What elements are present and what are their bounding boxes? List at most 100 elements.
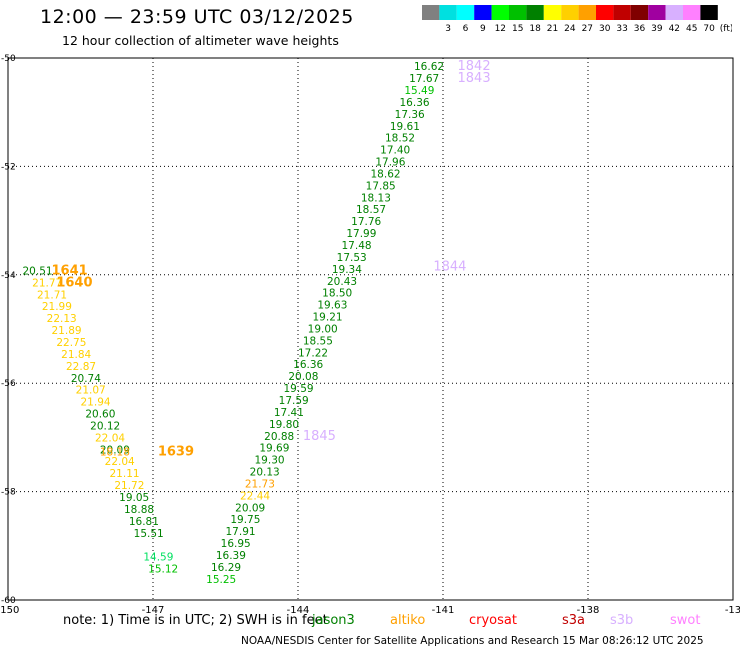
data-label-jason3: 14.59 — [143, 552, 173, 564]
color-scale-label: 27 — [582, 24, 593, 34]
mission-label-s3a: s3a — [562, 613, 586, 628]
x-tick-label: -141 — [432, 605, 455, 616]
data-label-jason3: 17.85 — [366, 180, 396, 192]
data-label-jason3: 21.99 — [42, 301, 72, 313]
data-label-jason3: 17.22 — [298, 347, 328, 359]
color-scale-swatch — [439, 5, 457, 20]
y-tick-label: -58 — [1, 488, 16, 498]
mission-label-cryosat: cryosat — [469, 613, 517, 628]
data-label-jason3: 16.62 — [414, 61, 444, 73]
data-label-jason3: 21.72 — [114, 480, 144, 492]
data-label-jason3: 17.99 — [346, 228, 376, 240]
data-label-jason3: 18.52 — [385, 133, 415, 145]
data-label-jason3: 17.59 — [279, 395, 309, 407]
data-label-jason3: 20.08 — [288, 371, 318, 383]
data-label-jason3: 22.75 — [56, 337, 86, 349]
data-label-jason3: 19.34 — [332, 264, 362, 276]
data-label-altiko: 1640 — [56, 275, 92, 290]
data-label-jason3: 16.81 — [129, 516, 159, 528]
x-tick-label: -150 — [0, 605, 19, 616]
data-label-jason3: 17.76 — [351, 216, 381, 228]
color-scale-label: 6 — [463, 24, 469, 34]
color-scale-swatch — [596, 5, 614, 20]
y-tick-label: -56 — [1, 379, 16, 389]
data-label-jason3: 19.63 — [317, 300, 347, 312]
color-scale-swatch — [491, 5, 509, 20]
color-scale-label: 12 — [495, 24, 506, 34]
color-scale-swatch — [526, 5, 544, 20]
data-label-jason3: 18.57 — [356, 204, 386, 216]
chart-title: 12:00 — 23:59 UTC 03/12/2025 — [40, 6, 354, 28]
data-label-s3b: 1842 — [458, 59, 491, 74]
data-label-jason3: 22.04 — [95, 432, 125, 444]
data-label-jason3: 17.36 — [395, 109, 425, 121]
data-label-jason3: 19.75 — [230, 514, 260, 526]
y-tick-label: -52 — [1, 162, 16, 172]
data-label-jason3: 17.40 — [380, 145, 410, 157]
color-scale-label: 70 — [703, 24, 715, 34]
y-tick-label: -60 — [1, 596, 16, 606]
color-scale-swatch — [700, 5, 718, 20]
data-label-altiko: 18.18 — [100, 446, 130, 458]
color-scale-swatch — [683, 5, 701, 20]
x-tick-label: -138 — [577, 605, 600, 616]
data-label-jason3: 21.11 — [110, 468, 140, 480]
mission-label-altiko: altiko — [390, 613, 426, 628]
data-label-jason3: 17.53 — [337, 252, 367, 264]
data-label-jason3: 20.74 — [71, 373, 101, 385]
x-tick-label: -13 — [725, 605, 740, 616]
data-label-jason3: 16.39 — [216, 550, 246, 562]
color-scale-label: 9 — [480, 24, 486, 34]
data-label-jason3: 18.55 — [303, 335, 333, 347]
data-label-jason3: 18.88 — [124, 504, 154, 516]
data-label-jason3: 15.49 — [404, 85, 434, 97]
color-scale-unit: (ft) — [720, 24, 732, 34]
color-scale-label: 33 — [616, 24, 627, 34]
data-label-s3b: 1844 — [433, 260, 466, 275]
data-label-altiko: 1641 — [52, 263, 88, 278]
data-label-jason3: 22.87 — [66, 361, 96, 373]
data-label-jason3: 15.12 — [148, 564, 178, 576]
data-label-jason3: 19.30 — [255, 455, 285, 467]
data-label-jason3: 20.43 — [327, 276, 357, 288]
data-label-jason3: 21.71 — [37, 289, 67, 301]
data-label-jason3: 21.77 — [32, 277, 62, 289]
data-label-jason3: 19.00 — [308, 323, 338, 335]
data-label-jason3: 17.91 — [226, 526, 256, 538]
mission-label-s3b: s3b — [610, 613, 634, 628]
color-scale-label: 39 — [651, 24, 663, 34]
color-scale-swatch — [561, 5, 579, 20]
mission-label-swot: swot — [670, 613, 701, 628]
data-label-jason3: 20.09 — [235, 502, 265, 514]
data-label-jason3: 18.13 — [361, 192, 391, 204]
data-label-jason3: 17.41 — [274, 407, 304, 419]
color-scale-swatch — [578, 5, 596, 20]
data-label-jason3: 17.48 — [342, 240, 372, 252]
data-label-jason3: 16.95 — [221, 538, 251, 550]
color-scale-label: 21 — [547, 24, 558, 34]
data-label-jason3: 20.09 — [100, 444, 130, 456]
color-scale-label: 15 — [512, 24, 523, 34]
color-scale-swatch — [648, 5, 666, 20]
data-label-jason3: 21.94 — [81, 397, 111, 409]
data-label-jason3: 15.25 — [206, 574, 236, 586]
chart-subtitle: 12 hour collection of altimeter wave hei… — [62, 33, 339, 48]
data-label-jason3: 19.59 — [284, 383, 314, 395]
data-label-jason3: 16.36 — [400, 97, 430, 109]
data-label-jason3: 20.13 — [250, 467, 280, 479]
color-scale-swatch — [456, 5, 475, 20]
color-scale-label: 3 — [445, 24, 451, 34]
color-scale-label: 24 — [564, 24, 576, 34]
data-label-jason3: 18.62 — [371, 168, 401, 180]
color-scale-swatch — [474, 5, 492, 20]
credit-line: NOAA/NESDIS Center for Satellite Applica… — [241, 635, 704, 647]
data-label-jason3: 20.12 — [90, 420, 120, 432]
color-scale-label: 30 — [599, 24, 611, 34]
data-label-jason3: 22.04 — [105, 456, 135, 468]
x-tick-label: -147 — [142, 605, 165, 616]
data-label-jason3: 20.88 — [264, 431, 294, 443]
data-label-jason3: 19.61 — [390, 121, 420, 133]
data-label-s3b: 1843 — [458, 71, 491, 86]
